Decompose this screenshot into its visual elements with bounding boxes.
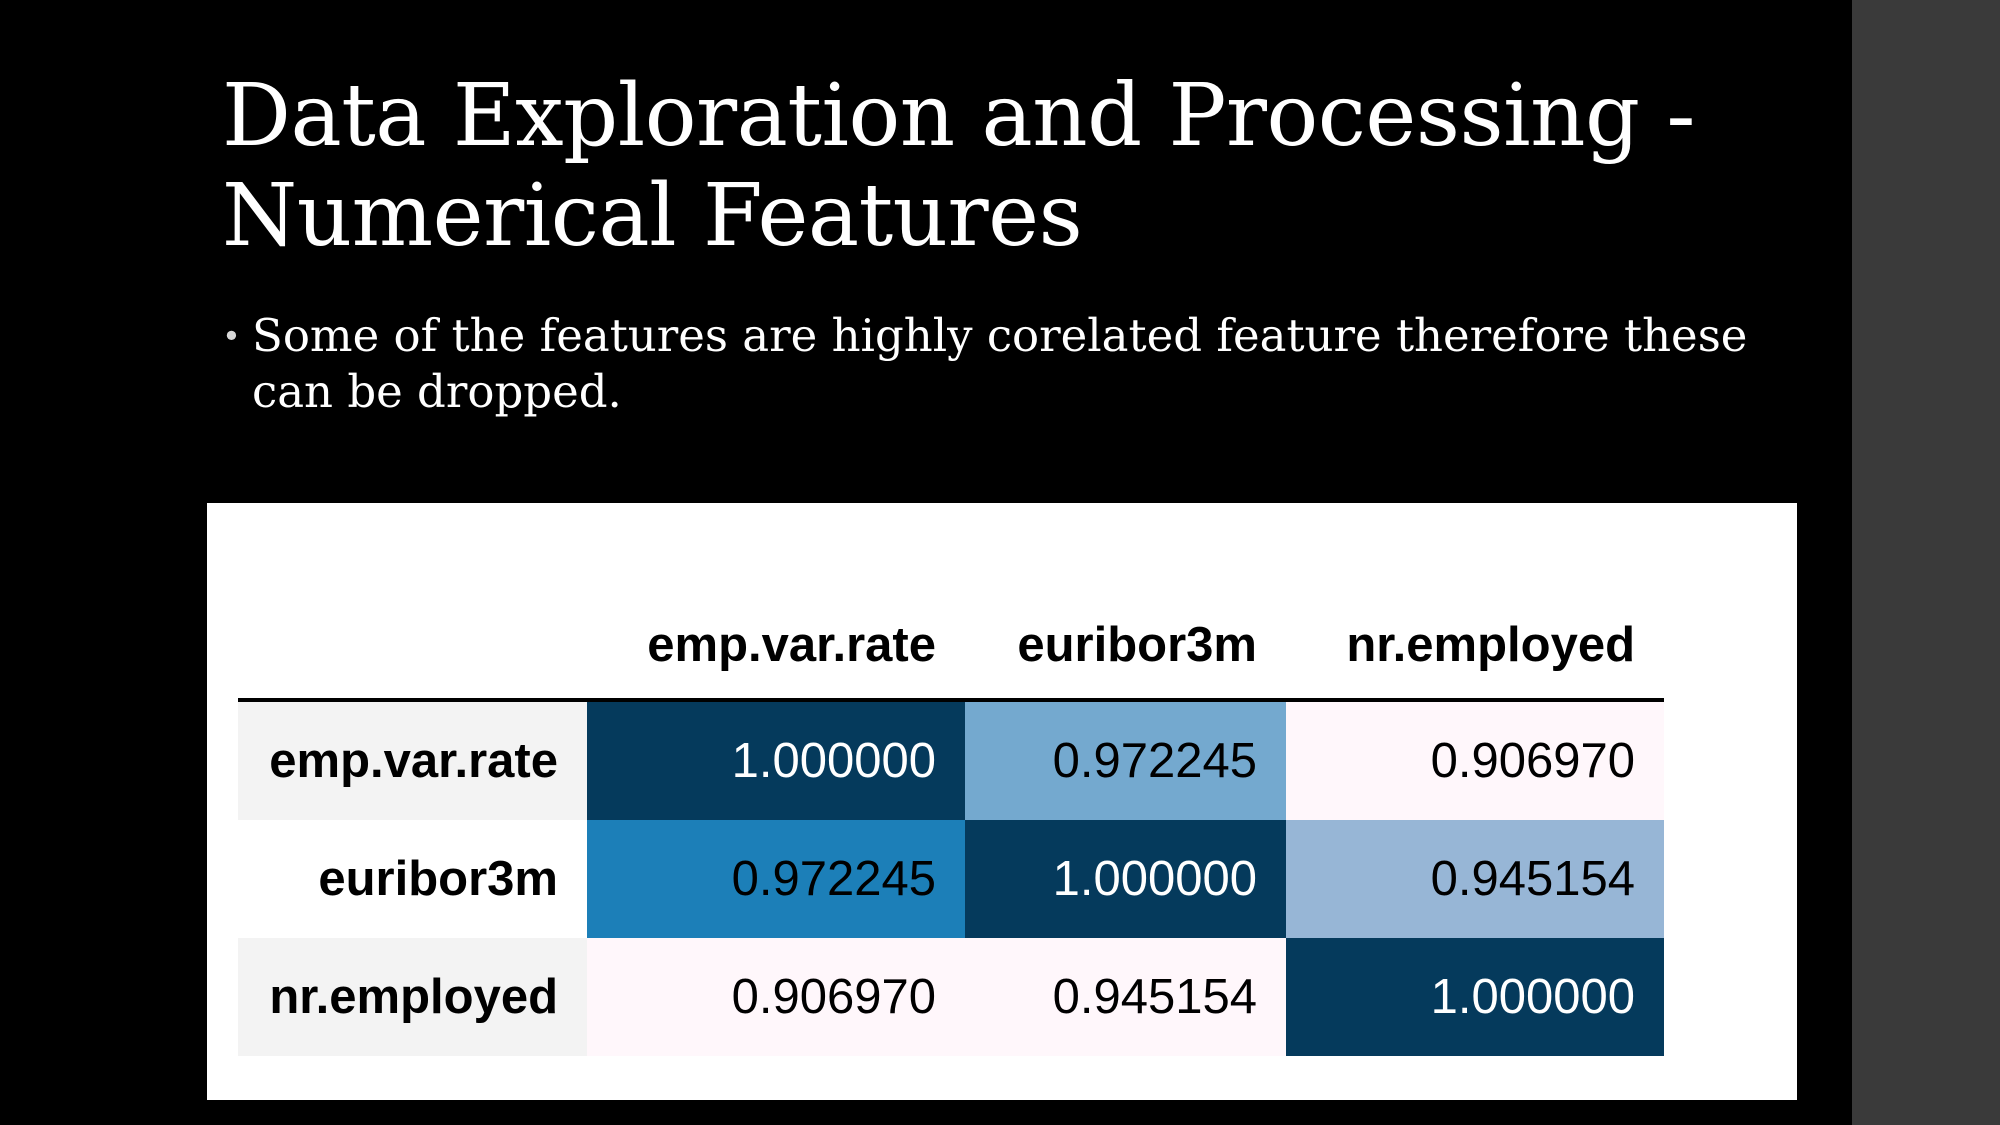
table-cell: 0.906970 xyxy=(1286,700,1664,820)
bullet-list: • Some of the features are highly corela… xyxy=(220,308,1780,420)
table-row: euribor3m 0.972245 1.000000 0.945154 xyxy=(238,820,1664,938)
bullet-text: Some of the features are highly corelate… xyxy=(252,309,1748,418)
row-header-euribor3m: euribor3m xyxy=(238,820,587,938)
correlation-table-image: emp.var.rate euribor3m nr.employed emp.v… xyxy=(207,503,1797,1100)
row-header-nr-employed: nr.employed xyxy=(238,938,587,1056)
table-cell: 1.000000 xyxy=(1286,938,1664,1056)
slide-title-line-1: Data Exploration and Processing - xyxy=(222,66,1695,166)
bullet-item: • Some of the features are highly corela… xyxy=(220,308,1780,420)
side-panel xyxy=(1852,0,2000,1125)
table-cell: 0.972245 xyxy=(965,700,1286,820)
slide-title-line-2: Numerical Features xyxy=(222,166,1083,266)
row-header-emp-var-rate: emp.var.rate xyxy=(238,700,587,820)
table-cell: 0.945154 xyxy=(965,938,1286,1056)
column-header-nr-employed: nr.employed xyxy=(1286,592,1664,702)
table-row: emp.var.rate 1.000000 0.972245 0.906970 xyxy=(238,700,1664,820)
column-header-emp-var-rate: emp.var.rate xyxy=(587,592,965,702)
column-header-euribor3m: euribor3m xyxy=(965,592,1286,702)
bullet-dot-icon: • xyxy=(222,317,241,355)
table-row: nr.employed 0.906970 0.945154 1.000000 xyxy=(238,938,1664,1056)
table-cell: 0.906970 xyxy=(587,938,965,1056)
table-cell: 1.000000 xyxy=(965,820,1286,938)
slide-canvas: Data Exploration and Processing - Numeri… xyxy=(207,66,1797,1100)
table-header-row: emp.var.rate euribor3m nr.employed xyxy=(238,592,1664,702)
table-cell: 0.945154 xyxy=(1286,820,1664,938)
slide-title: Data Exploration and Processing - Numeri… xyxy=(222,66,1742,266)
table-cell: 1.000000 xyxy=(587,700,965,820)
correlation-table: emp.var.rate euribor3m nr.employed emp.v… xyxy=(238,592,1664,1056)
table-corner-cell xyxy=(238,592,587,702)
table-cell: 0.972245 xyxy=(587,820,965,938)
